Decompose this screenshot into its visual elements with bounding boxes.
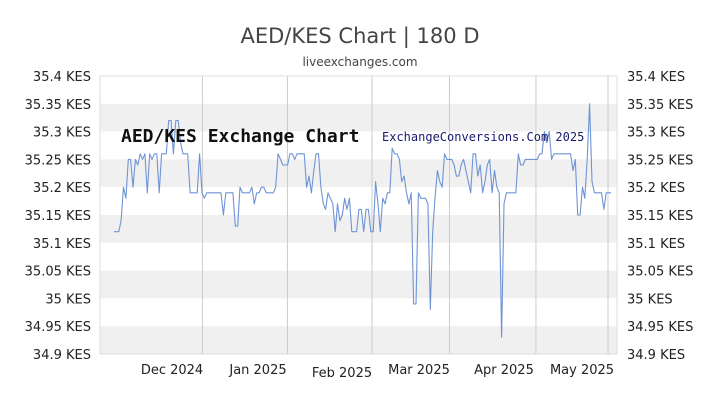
- y-tick-label-right: 34.95 KES: [627, 320, 693, 335]
- plot-band: [100, 215, 617, 243]
- series-group: [114, 103, 611, 338]
- x-tick-label: Feb 2025: [312, 366, 372, 381]
- y-tick-label-left: 35.25 KES: [25, 153, 91, 168]
- chart-title: AED/KES Chart | 180 D: [240, 24, 480, 48]
- y-tick-label-right: 35.05 KES: [627, 265, 693, 280]
- x-tick-label: Mar 2025: [388, 363, 450, 378]
- y-tick-label-right: 35.4 KES: [627, 70, 685, 85]
- x-tick-label: Apr 2025: [474, 363, 534, 378]
- y-tick-label-left: 35.2 KES: [33, 181, 91, 196]
- vertical-gridlines: [99, 75, 618, 355]
- series-line: [114, 103, 611, 338]
- plot-band: [100, 298, 617, 327]
- plot-band: [100, 159, 617, 188]
- chart-annotation-title: AED/KES Exchange Chart: [121, 126, 359, 147]
- y-tick-label-right: 34.9 KES: [627, 348, 685, 363]
- y-tick-label-left: 34.9 KES: [33, 348, 91, 363]
- y-tick-label-left: 35.05 KES: [25, 265, 91, 280]
- x-tick-label: Jan 2025: [228, 363, 286, 378]
- y-tick-label-left: 34.95 KES: [25, 320, 91, 335]
- y-tick-label-right: 35.1 KES: [627, 237, 685, 252]
- y-tick-label-left: 35.1 KES: [33, 237, 91, 252]
- y-tick-label-left: 35 KES: [45, 292, 91, 307]
- y-tick-label-right: 35 KES: [627, 292, 673, 307]
- y-axis-right: 35.4 KES 35.35 KES 35.3 KES 35.25 KES 35.2 K…: [627, 70, 693, 363]
- plot-band: [100, 270, 617, 299]
- y-tick-label-left: 35.3 KES: [33, 126, 91, 141]
- chart-subtitle: liveexchanges.com: [302, 55, 418, 69]
- x-tick-label: May 2025: [550, 363, 614, 378]
- y-tick-label-right: 35.3 KES: [627, 126, 685, 141]
- plot-band: [100, 242, 617, 271]
- y-tick-label-right: 35.15 KES: [627, 209, 693, 224]
- y-tick-label-right: 35.35 KES: [627, 98, 693, 113]
- x-axis: Dec 2024 Jan 2025 Feb 2025 Mar 2025 Apr 2025…: [141, 363, 614, 381]
- y-tick-label-left: 35.15 KES: [25, 209, 91, 224]
- y-tick-label-right: 35.2 KES: [627, 181, 685, 196]
- y-axis-left: 35.4 KES 35.35 KES 35.3 KES 35.25 KES 35.2 K…: [25, 70, 91, 363]
- y-tick-label-left: 35.35 KES: [25, 98, 91, 113]
- y-tick-label-right: 35.25 KES: [627, 153, 693, 168]
- x-tick-label: Dec 2024: [141, 363, 203, 378]
- plot-band: [100, 76, 617, 104]
- plot-band: [100, 103, 617, 132]
- plot-band: [100, 131, 617, 160]
- plot-band: [100, 326, 617, 354]
- plot-bands: [100, 76, 617, 354]
- chart-annotation-source: ExchangeConversions.Com 2025: [382, 130, 584, 144]
- y-tick-label-left: 35.4 KES: [33, 70, 91, 85]
